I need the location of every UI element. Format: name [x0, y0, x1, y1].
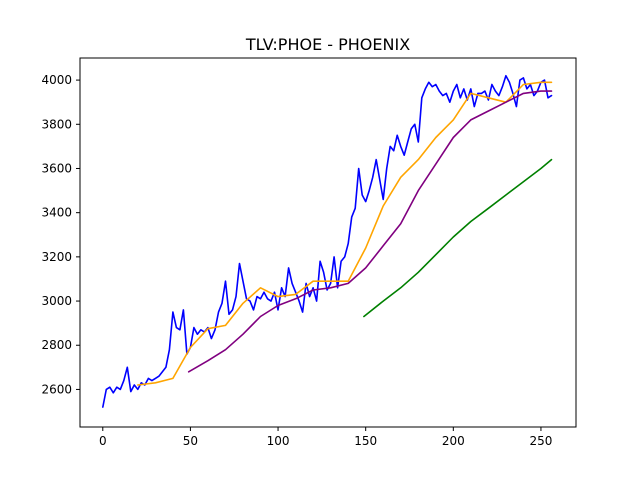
series-line-3 [363, 158, 553, 318]
y-tick-label-7: 4000 [41, 73, 72, 87]
plot-frame [79, 57, 577, 428]
chart-title: TLV:PHOE - PHOENIX [245, 35, 410, 54]
y-tick-label-3: 3200 [41, 250, 72, 264]
x-tick-label-3: 150 [354, 434, 377, 448]
y-tick-label-4: 3400 [41, 206, 72, 220]
x-tick-label-4: 200 [442, 434, 465, 448]
x-tick-label-1: 50 [183, 434, 198, 448]
y-tick-label-2: 3000 [41, 294, 72, 308]
x-tick-label-5: 250 [529, 434, 552, 448]
y-tick-label-0: 2600 [41, 382, 72, 396]
series-line-0 [102, 74, 553, 408]
axes [79, 57, 577, 428]
series-line-1 [137, 81, 553, 386]
y-tick-label-5: 3600 [41, 161, 72, 175]
y-tick-label-1: 2800 [41, 338, 72, 352]
y-axis-ticks: 2600 2800 3000 3200 3400 3600 3800 4000 [41, 73, 80, 396]
x-tick-label-2: 100 [267, 434, 290, 448]
series-line-2 [187, 90, 553, 373]
x-tick-label-0: 0 [99, 434, 107, 448]
series-layer [102, 74, 553, 408]
y-tick-label-6: 3800 [41, 117, 72, 131]
x-axis-ticks: 0 50 100 150 200 250 [99, 427, 552, 448]
